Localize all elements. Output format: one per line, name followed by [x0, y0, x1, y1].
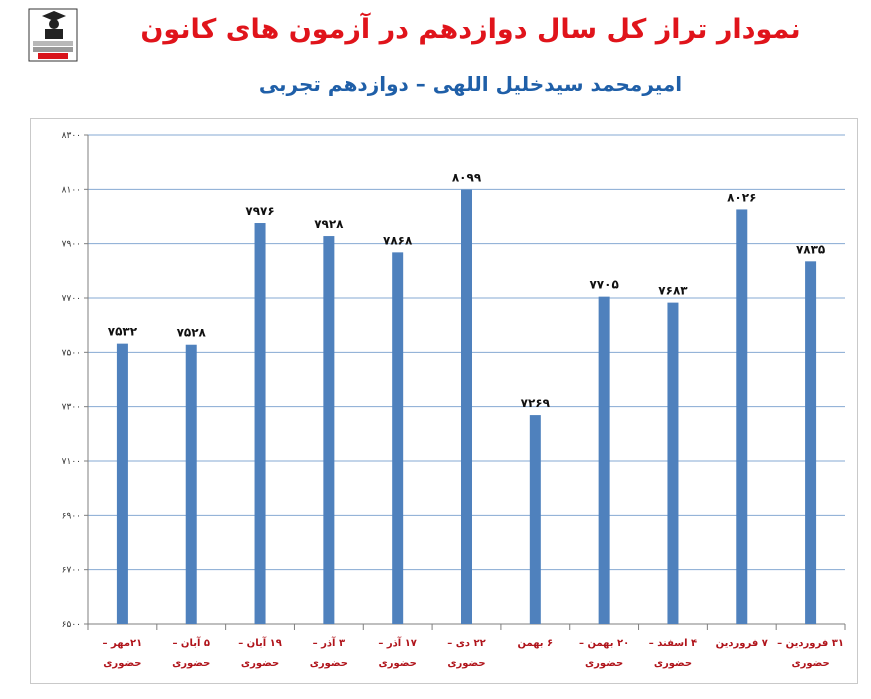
x-tick-label: حضوری — [241, 658, 279, 669]
x-tick-label: ۵ آبان – — [172, 636, 210, 649]
bar — [529, 415, 541, 624]
x-tick-label: حضوری — [379, 658, 417, 669]
x-tick-label: ۱۹ آبان – — [238, 636, 282, 649]
y-tick-label: ۸۳۰۰ — [62, 131, 81, 141]
x-tick-label: ۲۰ بهمن – — [579, 638, 629, 649]
x-tick-label: ۴ اسفند – — [649, 638, 697, 649]
data-label: ۷۷۰۵ — [589, 278, 618, 292]
data-label: ۷۹۲۸ — [314, 217, 344, 231]
chart-title: نمودار تراز کل سال دوازدهم در آزمون های … — [140, 14, 801, 45]
data-label: ۷۸۶۸ — [383, 233, 413, 247]
y-tick-label: ۷۷۰۰ — [62, 294, 81, 304]
bar — [598, 296, 610, 624]
x-tick-label: ۲۱مهر – — [103, 638, 143, 649]
y-tick-label: ۸۱۰۰ — [62, 185, 81, 195]
chart-frame — [30, 118, 858, 684]
x-tick-label: ۳۱ فروردین – — [777, 638, 844, 649]
y-tick-label: ۷۵۰۰ — [62, 348, 81, 358]
x-tick-label: ۷ فروردین — [716, 638, 768, 649]
data-label: ۸۰۲۶ — [727, 190, 756, 204]
chart-subtitle: امیرمحمد سیدخلیل اللهی – دوازدهم تجربی — [258, 72, 683, 96]
bar — [461, 189, 472, 625]
y-tick-label: ۷۳۰۰ — [62, 403, 81, 413]
x-tick-label: حضوری — [654, 658, 692, 669]
x-tick-label: ۱۷ آذر – — [378, 636, 417, 649]
bar — [805, 261, 817, 624]
data-label: ۸۰۹۹ — [452, 171, 482, 185]
logo — [28, 8, 78, 62]
data-label: ۷۲۶۹ — [521, 396, 551, 410]
data-label: ۷۶۸۳ — [658, 284, 688, 298]
x-tick-label: حضوری — [585, 658, 623, 669]
y-tick-label: ۷۱۰۰ — [62, 457, 81, 467]
graduate-person-logo-icon — [28, 8, 78, 62]
bar — [185, 344, 197, 624]
x-tick-label: حضوری — [310, 658, 348, 669]
y-tick-label: ۶۵۰۰ — [62, 620, 81, 630]
y-tick-label: ۷۹۰۰ — [62, 240, 81, 250]
x-tick-label: حضوری — [791, 658, 829, 669]
y-tick-label: ۶۷۰۰ — [62, 566, 81, 576]
bar — [254, 223, 266, 624]
bar — [116, 343, 128, 624]
x-tick-label: حضوری — [103, 658, 141, 669]
y-tick-label: ۶۹۰۰ — [62, 511, 81, 521]
x-tick-label: ۶ بهمن — [517, 638, 553, 649]
bar — [667, 302, 679, 624]
x-tick-label: ۳ آذر – — [313, 636, 345, 649]
x-tick-label: حضوری — [172, 658, 210, 669]
data-label: ۷۵۲۸ — [177, 326, 207, 340]
x-tick-label: ۲۲ دی – — [447, 638, 485, 649]
data-label: ۷۹۷۶ — [245, 204, 274, 218]
data-label: ۷۸۳۵ — [796, 242, 825, 256]
x-tick-label: حضوری — [447, 658, 485, 669]
bar — [323, 236, 335, 624]
bar — [736, 209, 748, 625]
bar — [392, 252, 404, 625]
data-label: ۷۵۳۲ — [108, 325, 138, 339]
